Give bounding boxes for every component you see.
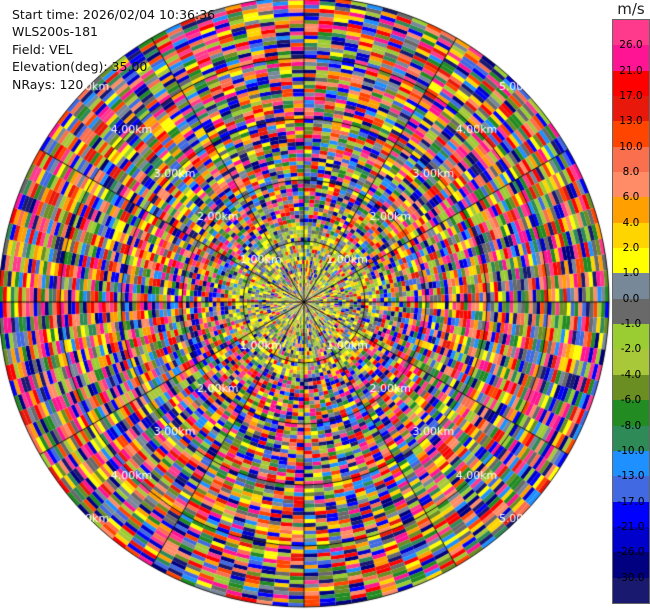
colorbar-tick-label: -21.0 — [617, 520, 645, 533]
nrays-text: NRays: 120 — [12, 76, 84, 92]
colorbar-tick-label: 0.0 — [622, 292, 640, 305]
colorbar-tick-label: -13.0 — [617, 470, 645, 483]
colorbar-swatch: 8.0 — [613, 146, 649, 178]
colorbar-tick-label: -1.0 — [620, 318, 642, 331]
colorbar-tick-label: -8.0 — [620, 419, 642, 432]
colorbar-tick-label: -2.0 — [620, 343, 642, 356]
colorbar-swatch: 17.0 — [613, 70, 649, 102]
colorbar-tick-label: -26.0 — [617, 546, 645, 559]
field-text: Field: VEL — [12, 41, 73, 57]
colorbar-tick-label: 10.0 — [619, 140, 643, 153]
colorbar-swatch — [613, 577, 649, 603]
colorbar-tick-label: 2.0 — [622, 242, 640, 255]
colorbar-tick-label: -30.0 — [617, 571, 645, 584]
colorbar-swatch: -1.0 — [613, 298, 649, 330]
colorbar-swatch: 6.0 — [613, 172, 649, 203]
colorbar-swatch: -30.0 — [613, 552, 649, 584]
colorbar-tick-label: 26.0 — [619, 39, 643, 52]
colorbar-swatch: 0.0 — [613, 273, 649, 305]
colorbar-swatch: -8.0 — [613, 400, 649, 432]
colorbar-tick-label: 21.0 — [619, 64, 643, 77]
colorbar-swatch: 1.0 — [613, 248, 649, 279]
colorbar-unit: m/s — [617, 0, 645, 18]
colorbar-swatch: -13.0 — [613, 450, 649, 482]
colorbar-tick-label: 13.0 — [619, 115, 643, 128]
colorbar-tick-label: 1.0 — [622, 267, 640, 280]
colorbar-tick-label: 4.0 — [622, 216, 640, 229]
colorbar-swatch: 21.0 — [613, 45, 649, 77]
colorbar-swatch: 26.0 — [613, 20, 649, 51]
colorbar-tick-label: -6.0 — [620, 394, 642, 407]
colorbar-swatch: 13.0 — [613, 96, 649, 127]
colorbar: 26.0 21.0 17.0 13.0 10.0 8.0 6.0 4.0 2.0 1.0 0.0 -1… — [612, 19, 650, 604]
colorbar-swatch: -17.0 — [613, 476, 649, 508]
colorbar-tick-label: -17.0 — [617, 495, 645, 508]
colorbar-swatch: -4.0 — [613, 349, 649, 381]
colorbar-swatch: 2.0 — [613, 222, 649, 254]
colorbar-swatch: -10.0 — [613, 425, 649, 457]
elevation-text: Elevation(deg): 35.00 — [12, 59, 148, 75]
colorbar-tick-label: 6.0 — [622, 191, 640, 204]
plot-info: Start time: 2026/02/04 10:36:36 WLS200s-… — [12, 6, 215, 93]
instrument-text: WLS200s-181 — [12, 24, 98, 40]
colorbar-tick-label: -4.0 — [620, 368, 642, 381]
colorbar-swatch: 10.0 — [613, 121, 649, 153]
colorbar-tick-label: -10.0 — [617, 444, 645, 457]
colorbar-tick-label: 8.0 — [622, 166, 640, 179]
colorbar-swatch: -26.0 — [613, 526, 649, 558]
colorbar-swatch: -6.0 — [613, 374, 649, 406]
colorbar-swatch: -2.0 — [613, 324, 649, 355]
colorbar-swatch: -21.0 — [613, 501, 649, 533]
colorbar-swatch: 4.0 — [613, 197, 649, 229]
colorbar-tick-label: 17.0 — [619, 90, 643, 103]
start-time-text: Start time: 2026/02/04 10:36:36 — [12, 7, 216, 22]
